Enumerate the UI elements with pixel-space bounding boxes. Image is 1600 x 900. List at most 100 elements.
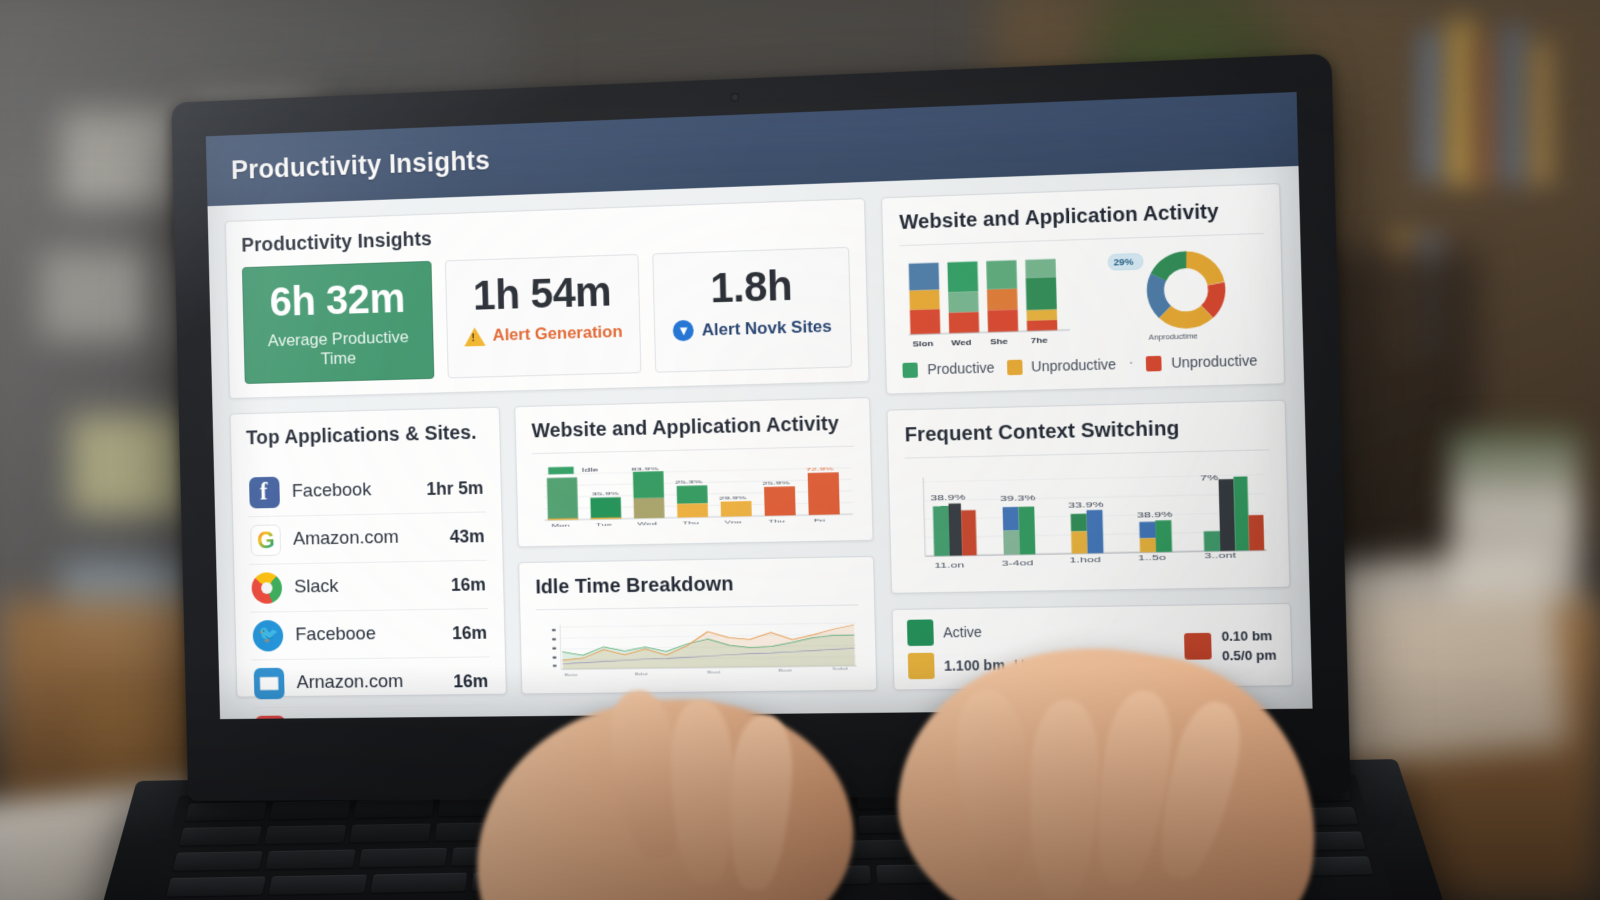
idle-card-title: Idle Time Breakdown [535,571,858,609]
kpi-alert-generation[interactable]: 1h 54m Alert Generation [445,254,641,379]
kpi-average-productive-time[interactable]: 6h 32m Average Productive Time [242,261,434,384]
svg-text:Tue: Tue [596,521,612,527]
left-column: Productivity Insights 6h 32m Average Pro… [225,198,878,698]
legend-separator: · [1128,355,1134,373]
webcam-icon [730,93,739,102]
left-lower-row: Top Applications & Sites. Facebook 1hr 5… [230,397,878,697]
svg-text:1.hod: 1.hod [1070,556,1101,564]
svg-text:Slon: Slon [913,339,934,347]
svg-text:Wed: Wed [637,520,657,526]
key[interactable] [270,801,351,820]
svg-text:33.9%: 33.9% [1069,501,1105,509]
legend-swatch [1184,632,1212,659]
stacked-bar-svg: Slon Wed She 7he [900,250,1080,352]
productivity-insights-card: Productivity Insights 6h 32m Average Pro… [225,198,870,399]
laptop-screen: Productivity Insights Productivity Insig… [206,92,1313,719]
svg-text:7%: 7% [1200,474,1219,482]
key[interactable] [350,824,431,843]
facebook-icon [249,477,280,509]
stacked-bar-chart[interactable]: Slon Wed She 7he [900,250,1080,352]
donut-label: Anproductime [1149,331,1198,342]
context-legend-times: 0.10 bm 0.5/0 pm [1221,627,1276,663]
svg-text:11.on: 11.on [935,561,965,569]
svg-text:Thu: Thu [682,520,699,526]
twitter-icon [252,620,283,652]
list-item[interactable]: Slack 16m [249,560,488,612]
kpi-value: 1.8h [663,262,840,312]
top-apps-title: Top Applications & Sites. [246,422,485,460]
key[interactable] [173,851,264,871]
key[interactable] [359,848,448,868]
top-apps-list: Facebook 1hr 5m Amazon.com 43m [247,464,493,719]
legend-item-productive: Productive [903,359,995,378]
activity-bar-chart[interactable]: Idle 83.9% 35.9% 25.3% 29.9% 25.9% 72.9%… [532,457,856,532]
svg-text:Baot: Baot [707,670,721,674]
chrome-icon [251,572,282,604]
app-name: Arnazon.com [296,671,441,694]
app-name: Slack [294,575,439,599]
activity-bar-chart-svg: Idle 83.9% 35.9% 25.3% 29.9% 25.9% 72.9%… [532,457,856,532]
laptop: Productivity Insights Productivity Insig… [0,0,1600,900]
kpi-alert-novk-sites[interactable]: 1.8h ▼ Alert Novk Sites [652,247,853,373]
svg-text:Bdot: Bdot [635,672,649,676]
idle-area-chart-svg: Bato Bdot Baot Baot Sobd [536,615,860,679]
list-item[interactable]: YoiTbit 12m [253,705,492,719]
instagram-icon [255,716,286,719]
key[interactable] [354,799,434,818]
list-item[interactable]: Facebook 1hr 5m [247,464,486,516]
legend-item-unproductive-amber: Unproductive [1007,356,1117,375]
donut-badge: 29% [1114,255,1135,267]
list-item[interactable]: Facebooe 16m [250,608,489,659]
key[interactable] [268,875,366,895]
legend-label: Productive [927,359,995,377]
kpi-value: 6h 32m [253,276,422,324]
key[interactable] [166,876,266,896]
key[interactable] [185,802,267,821]
svg-text:35.9%: 35.9% [592,491,620,497]
kpi-value: 1h 54m [456,269,629,318]
legend-time-1: 0.10 bm [1221,627,1276,643]
legend-swatch [1007,359,1023,375]
svg-text:Fri: Fri [814,517,826,523]
legend-swatch [1146,355,1162,371]
key[interactable] [179,827,262,846]
app-time: 16m [451,574,486,595]
svg-text:She: She [990,337,1009,345]
legend-item-unproductive-red: Unproductive [1146,352,1257,371]
svg-text:3-4od: 3-4od [1002,559,1034,567]
svg-text:39.3%: 39.3% [1000,495,1036,503]
context-switching-chart[interactable]: 38.9% 39.3% 33.9% [906,461,1273,579]
activity-right-card: Website and Application Activity [881,183,1285,395]
svg-text:72.9%: 72.9% [806,466,834,472]
download-circle-icon: ▼ [673,320,694,342]
svg-text:Idle: Idle [582,468,600,474]
kpi-row: 6h 32m Average Productive Time 1h 54m Al… [242,247,853,384]
svg-text:Baot: Baot [778,668,792,672]
key[interactable] [264,825,346,844]
key[interactable] [370,873,467,893]
svg-text:83.9%: 83.9% [631,466,659,472]
app-time: 16m [452,622,487,643]
svg-text:25.3%: 25.3% [675,479,703,485]
app-name: Facebooe [295,623,440,647]
list-item[interactable]: Amazon.com 43m [248,512,487,565]
svg-text:Thu: Thu [768,518,785,524]
idle-time-card: Idle Time Breakdown [518,556,878,695]
dashboard-body: Productivity Insights 6h 32m Average Pro… [207,166,1312,719]
donut-chart-svg: 29% Anproductime [1083,244,1266,348]
legend-swatch [907,619,934,646]
donut-chart[interactable]: 29% Anproductime [1083,244,1266,348]
kpi-label: Alert Novk Sites [702,316,832,340]
kpi-label: Alert Generation [492,322,622,346]
app-time: 16m [453,671,488,692]
right-column: Website and Application Activity [881,183,1293,690]
key[interactable] [266,850,356,870]
google-icon [250,525,281,557]
app-name: Facebook [292,479,415,503]
idle-time-area-chart[interactable]: Bato Bdot Baot Baot Sobd [536,615,860,679]
legend-label: Unproductive [1031,356,1116,375]
context-chart-svg: 38.9% 39.3% 33.9% [906,461,1273,579]
legend-swatch [903,362,919,378]
kpi-label: Average Productive Time [254,327,423,371]
list-item[interactable]: Arnazon.com 16m [252,656,491,707]
